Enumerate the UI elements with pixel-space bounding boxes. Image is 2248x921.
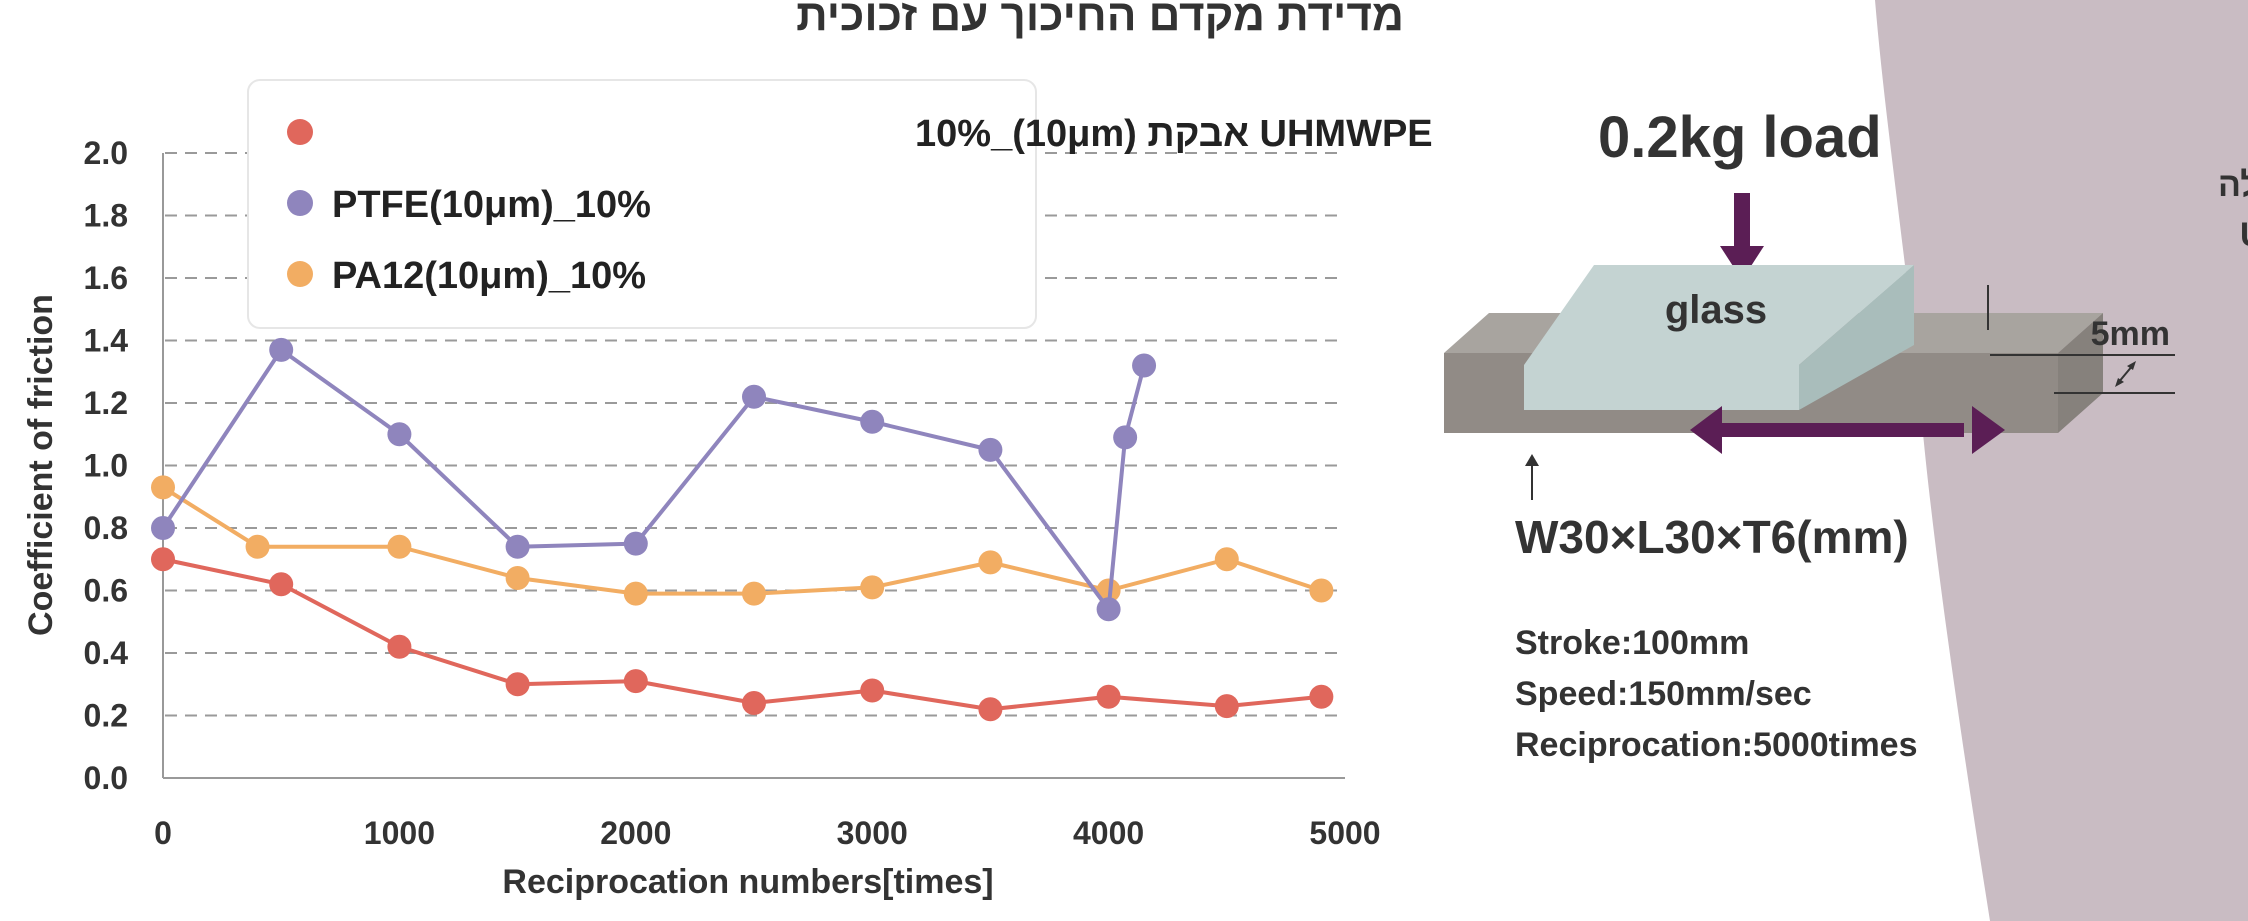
background-shape — [1875, 0, 2248, 921]
data-point — [978, 550, 1003, 575]
data-point — [151, 547, 175, 572]
series-line — [161, 485, 1322, 596]
y-tick-label: 0.8 — [84, 510, 128, 546]
x-tick-label: 4000 — [1073, 815, 1144, 851]
up-arrow-icon — [1525, 454, 1539, 500]
y-tick-labels: 0.0 0.2 0.4 0.6 0.8 1.0 1.2 1.4 1.6 1.8 2.0 — [84, 135, 129, 796]
data-point — [1132, 353, 1157, 378]
data-point — [387, 422, 412, 447]
x-tick-label: 0 — [154, 815, 172, 851]
data-point — [1214, 547, 1239, 572]
series-lines — [151, 337, 1334, 722]
data-point — [151, 516, 175, 540]
data-point — [742, 691, 766, 715]
data-point — [151, 475, 175, 500]
data-point — [269, 572, 294, 597]
legend-marker-uhmwpe — [287, 119, 313, 145]
data-point — [245, 534, 270, 559]
data-point — [1309, 684, 1334, 709]
data-point — [387, 634, 412, 659]
data-point — [860, 678, 885, 703]
legend-label-pa12: PA12(10μm)_10% — [332, 255, 646, 297]
y-tick-label: 1.4 — [84, 323, 129, 359]
y-tick-label: 0.0 — [84, 760, 128, 796]
y-tick-label: 2.0 — [84, 135, 128, 171]
dimension-label: W30×L30×T6(mm) — [1515, 511, 1909, 563]
load-label: 0.2kg load — [1598, 105, 1882, 170]
x-tick-label: 5000 — [1309, 815, 1380, 851]
data-point — [505, 534, 530, 559]
data-point — [387, 534, 412, 559]
data-point — [1096, 597, 1121, 622]
legend-marker-ptfe — [287, 190, 313, 216]
data-point — [623, 669, 648, 694]
spec-reciprocation: Reciprocation:5000times — [1515, 726, 1918, 764]
x-axis-label: Reciprocation numbers[times] — [502, 863, 993, 901]
legend-label-uhmwpe: UHMWPE אבקת (10μm)_10% — [915, 113, 1433, 155]
friction-chart: 0.0 0.2 0.4 0.6 0.8 1.0 1.2 1.4 1.6 1.8 2.0 0 1000 2… — [22, 79, 1433, 901]
y-tick-label: 1.8 — [84, 198, 128, 234]
glass-label: glass — [1665, 288, 1767, 332]
thickness-dimension: 5mm — [1990, 315, 2175, 394]
data-point — [1096, 684, 1121, 709]
net-label-line2: תוסף UHMWPE — [2240, 216, 2248, 254]
thickness-label: 5mm — [2091, 315, 2170, 353]
legend-label-ptfe: PTFE(10μm)_10% — [332, 184, 651, 226]
data-point — [623, 531, 648, 556]
x-tick-labels: 0 1000 2000 3000 4000 5000 — [154, 815, 1380, 851]
data-point — [505, 672, 530, 697]
spec-speed: Speed:150mm/sec — [1515, 675, 1812, 713]
page-title: מדידת מקדם החיכוך עם זכוכית — [796, 0, 1404, 40]
y-axis-label: Coefficient of friction — [22, 294, 60, 636]
spec-stroke: Stroke:100mm — [1515, 624, 1749, 662]
y-tick-label: 0.6 — [84, 573, 128, 609]
y-tick-label: 0.2 — [84, 698, 128, 734]
data-point — [623, 581, 648, 606]
data-point — [505, 566, 530, 590]
y-tick-label: 1.2 — [84, 385, 128, 421]
data-point — [978, 697, 1003, 722]
legend-marker-pa12 — [287, 261, 313, 287]
data-point — [860, 575, 885, 600]
data-point — [1309, 578, 1334, 603]
legend: UHMWPE אבקת (10μm)_10% PTFE(10μm)_10% PA… — [247, 79, 1433, 329]
legend-box — [247, 79, 1037, 329]
data-point — [1214, 694, 1239, 719]
data-point — [269, 337, 294, 362]
stroke-arrow-icon — [1690, 406, 2005, 454]
test-setup-diagram: 0.2kg load glass — [1444, 105, 2248, 764]
data-point — [742, 384, 766, 409]
data-point — [742, 581, 766, 606]
data-point — [860, 409, 885, 434]
y-tick-label: 1.6 — [84, 260, 128, 296]
data-point — [978, 437, 1003, 462]
y-tick-label: 1.0 — [84, 448, 128, 484]
data-point — [1113, 425, 1138, 450]
net-label-line1: שכבה המכילה — [2218, 166, 2248, 204]
glass-block: glass — [1524, 265, 1914, 410]
load-arrow-icon — [1720, 193, 1764, 280]
x-tick-label: 3000 — [837, 815, 908, 851]
y-tick-label: 0.4 — [84, 635, 129, 671]
x-tick-label: 2000 — [600, 815, 671, 851]
x-tick-label: 1000 — [364, 815, 435, 851]
